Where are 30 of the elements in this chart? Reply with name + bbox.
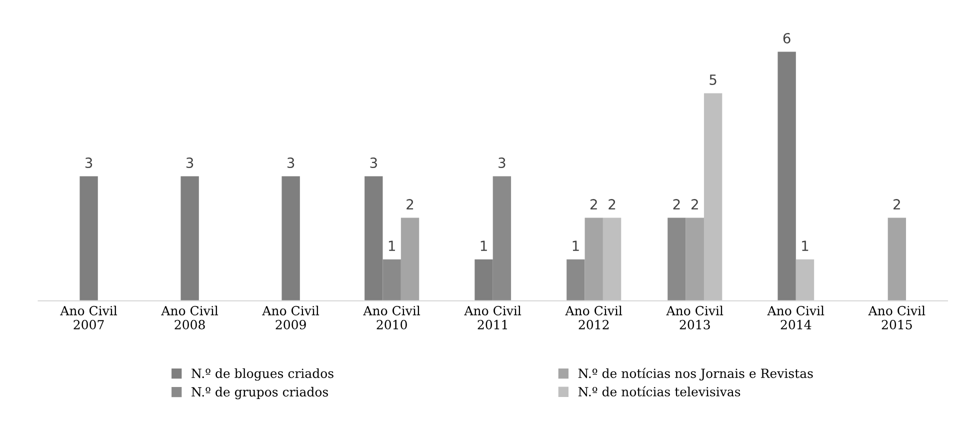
data-label: 2: [691, 199, 698, 210]
x-tick-label: Ano Civil 2009: [262, 306, 320, 330]
data-label: 2: [406, 199, 414, 210]
data-label: 3: [498, 158, 506, 168]
data-label: 2: [590, 199, 597, 210]
legend-label: N.º de grupos criados: [192, 386, 328, 400]
data-label: 1: [388, 240, 395, 251]
x-tick-label: Ano Civil 2013: [666, 306, 724, 330]
data-label: 2: [608, 199, 616, 210]
data-label: 1: [572, 240, 579, 251]
legend-label: N.º de notícias televisivas: [578, 386, 740, 396]
legend-label: N.º de notícias nos Jornais e Revistas: [578, 368, 813, 380]
x-tick-label: Ano Civil 2012: [565, 306, 622, 330]
data-label: 3: [370, 158, 377, 168]
legend-label: N.º de blogues criados: [192, 368, 334, 381]
data-label: 2: [894, 199, 900, 210]
data-label: 5: [710, 74, 716, 85]
x-tick-label: Ano Civil 2014: [767, 306, 824, 330]
data-label: 3: [85, 158, 92, 168]
x-tick-label: Ano Civil 2010: [363, 306, 420, 330]
data-label: 1: [480, 240, 487, 251]
data-label: 2: [673, 199, 680, 210]
data-label: 3: [186, 158, 194, 168]
x-tick-label: Ano Civil 2008: [161, 306, 218, 330]
data-label: 3: [287, 158, 294, 168]
x-tick-label: Ano Civil 2007: [60, 306, 118, 330]
x-tick-label: Ano Civil 2015: [868, 306, 926, 330]
data-label: 1: [802, 240, 808, 251]
x-tick-label: Ano Civil 2011: [464, 306, 522, 330]
data-label: 6: [783, 32, 790, 44]
